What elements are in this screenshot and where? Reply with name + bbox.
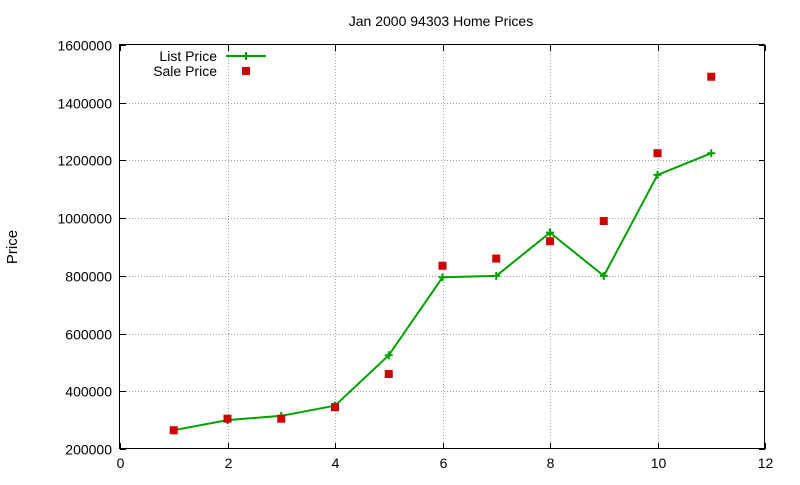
axis-ticks bbox=[120, 45, 766, 450]
sale-price-point bbox=[438, 261, 447, 270]
x-tick-label: 4 bbox=[332, 455, 340, 471]
y-tick-label: 1000000 bbox=[57, 211, 112, 227]
sale-price-point bbox=[331, 403, 339, 412]
legend-swatch-plus bbox=[242, 52, 250, 60]
x-tick-label: 6 bbox=[440, 455, 448, 471]
list-price-point bbox=[599, 271, 608, 280]
sale-price-point bbox=[223, 414, 232, 423]
grid-lines bbox=[120, 45, 765, 449]
sale-price-point bbox=[277, 414, 286, 423]
sale-price-point bbox=[546, 237, 554, 246]
list-price-line bbox=[173, 152, 712, 432]
sale-price-point bbox=[653, 149, 662, 158]
x-tick-label: 12 bbox=[758, 455, 774, 471]
y-tick-label: 1400000 bbox=[57, 96, 112, 112]
list-price-point bbox=[653, 170, 662, 179]
list-price-point bbox=[546, 228, 554, 237]
x-tick-label: 0 bbox=[117, 455, 125, 471]
data-series bbox=[169, 72, 716, 435]
legend-label-sale-price: Sale Price bbox=[153, 63, 217, 79]
y-tick-label: 200000 bbox=[65, 442, 112, 458]
y-tick-label: 800000 bbox=[65, 269, 112, 285]
y-tick-label: 400000 bbox=[65, 384, 112, 400]
y-axis-label: Price bbox=[4, 230, 21, 264]
sale-price-point bbox=[384, 369, 393, 378]
plot-frame bbox=[119, 44, 765, 449]
sale-price-point bbox=[707, 72, 716, 81]
chart-title: Jan 2000 94303 Home Prices bbox=[349, 13, 533, 29]
list-price-point bbox=[384, 351, 393, 360]
sale-price-point bbox=[599, 217, 608, 226]
list-price-point bbox=[438, 273, 447, 282]
legend-label-list-price: List Price bbox=[159, 48, 217, 64]
x-tick-label: 2 bbox=[225, 455, 233, 471]
y-tick-label: 1600000 bbox=[57, 38, 112, 54]
y-tick-label: 600000 bbox=[65, 327, 112, 343]
y-tick-label: 1200000 bbox=[57, 153, 112, 169]
list-price-point bbox=[707, 149, 716, 158]
sale-price-point bbox=[169, 426, 178, 435]
x-tick-label: 8 bbox=[547, 455, 555, 471]
list-price-point bbox=[492, 271, 501, 280]
x-tick-label: 10 bbox=[651, 455, 667, 471]
series-sale-price bbox=[169, 72, 716, 435]
tick-labels: 0 2 4 6 8 10 12 200000 400000 600000 800000 1000000… bbox=[57, 38, 773, 472]
legend-swatch-square bbox=[242, 67, 250, 75]
sale-price-point bbox=[492, 254, 501, 263]
